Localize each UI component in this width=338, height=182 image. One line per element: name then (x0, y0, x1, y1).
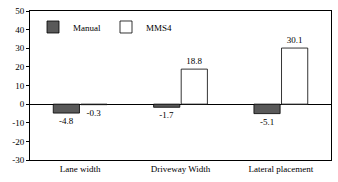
svg-text:Driveway Width: Driveway Width (151, 164, 211, 174)
svg-text:-10: -10 (12, 118, 24, 128)
svg-text:-5.1: -5.1 (260, 117, 274, 127)
svg-text:-1.7: -1.7 (159, 110, 174, 120)
svg-text:-0.3: -0.3 (87, 108, 102, 118)
svg-text:Lane width: Lane width (60, 164, 101, 174)
svg-text:Manual: Manual (73, 23, 101, 33)
svg-text:MMS4: MMS4 (146, 23, 172, 33)
svg-text:50: 50 (15, 6, 25, 16)
svg-text:Lateral placement: Lateral placement (248, 164, 313, 174)
svg-text:-30: -30 (12, 155, 24, 165)
svg-text:0: 0 (20, 99, 25, 109)
svg-text:10: 10 (15, 81, 25, 91)
svg-text:20: 20 (15, 62, 25, 72)
svg-text:40: 40 (15, 25, 25, 35)
svg-text:-20: -20 (12, 137, 24, 147)
svg-text:30.1: 30.1 (287, 35, 303, 45)
svg-text:30: 30 (15, 43, 25, 53)
svg-text:18.8: 18.8 (186, 56, 202, 66)
svg-text:-4.8: -4.8 (59, 116, 74, 126)
